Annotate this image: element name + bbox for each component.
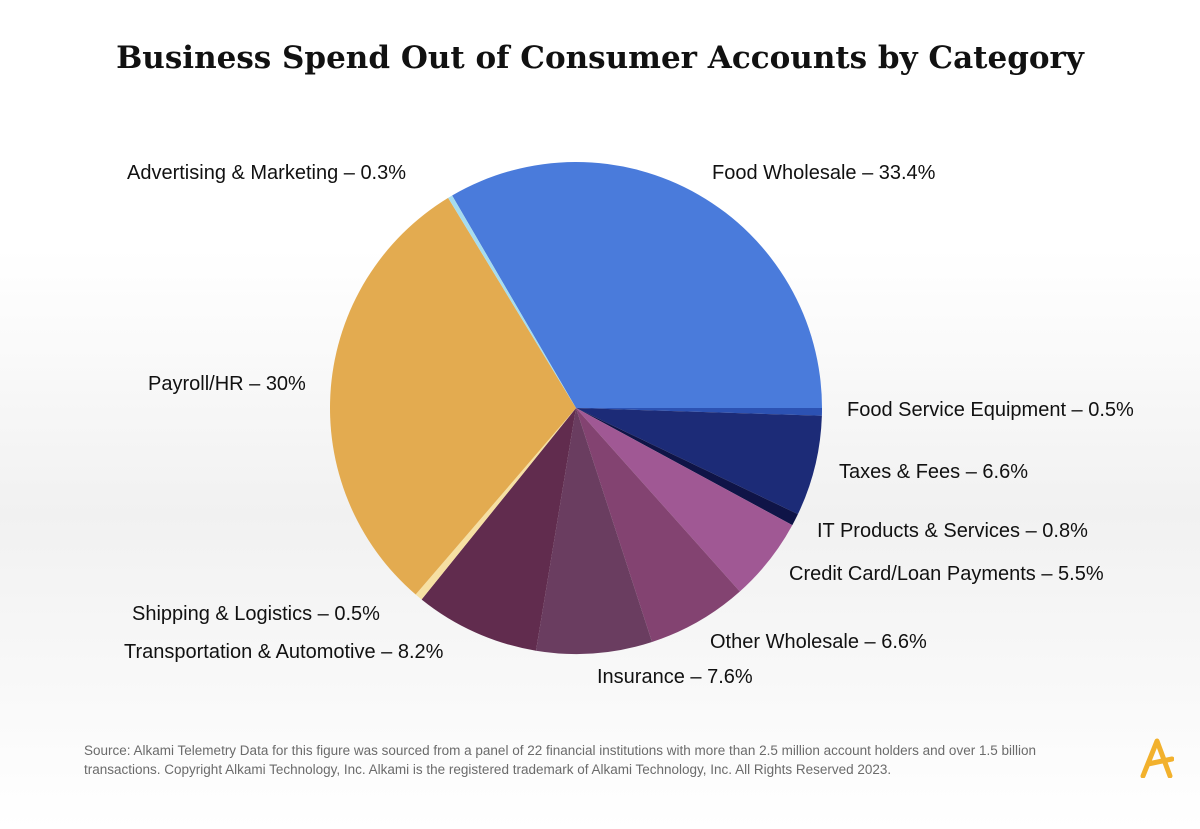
pie-slice-it-products-services bbox=[576, 408, 798, 526]
pie-slice-credit-card-loan-payments bbox=[576, 408, 793, 592]
pie-slice-transportation-automotive bbox=[421, 408, 576, 651]
pie-slice-insurance bbox=[535, 408, 653, 654]
label-transportation-automotive: Transportation & Automotive – 8.2% bbox=[124, 641, 444, 663]
label-shipping-logistics: Shipping & Logistics – 0.5% bbox=[132, 603, 380, 625]
pie-slice-taxes-fees bbox=[576, 408, 822, 515]
label-food-service-equipment: Food Service Equipment – 0.5% bbox=[847, 399, 1134, 421]
pie-slice-food-wholesale bbox=[452, 161, 822, 408]
label-other-wholesale: Other Wholesale – 6.6% bbox=[710, 631, 927, 653]
pie-slice-other-wholesale bbox=[576, 408, 740, 642]
label-advertising-marketing: Advertising & Marketing – 0.3% bbox=[127, 162, 407, 184]
label-payroll-hr: Payroll/HR – 30% bbox=[148, 373, 306, 395]
label-insurance: Insurance – 7.6% bbox=[597, 666, 753, 688]
label-it-products-services: IT Products & Services – 0.8% bbox=[817, 520, 1088, 542]
pie-slice-advertising-marketing bbox=[448, 195, 576, 408]
alkami-logo bbox=[1140, 738, 1174, 778]
label-credit-card-loan-payments: Credit Card/Loan Payments – 5.5% bbox=[789, 563, 1104, 585]
pie-slice-shipping-logistics bbox=[415, 408, 576, 600]
chart-title: Business Spend Out of Consumer Accounts … bbox=[116, 40, 1084, 76]
label-food-wholesale: Food Wholesale – 33.4% bbox=[712, 162, 936, 184]
pie-slice-payroll-hr bbox=[329, 197, 576, 595]
label-taxes-fees: Taxes & Fees – 6.6% bbox=[839, 461, 1028, 483]
source-note: Source: Alkami Telemetry Data for this f… bbox=[84, 743, 1036, 777]
pie-slice-food-service-equipment bbox=[576, 408, 822, 416]
